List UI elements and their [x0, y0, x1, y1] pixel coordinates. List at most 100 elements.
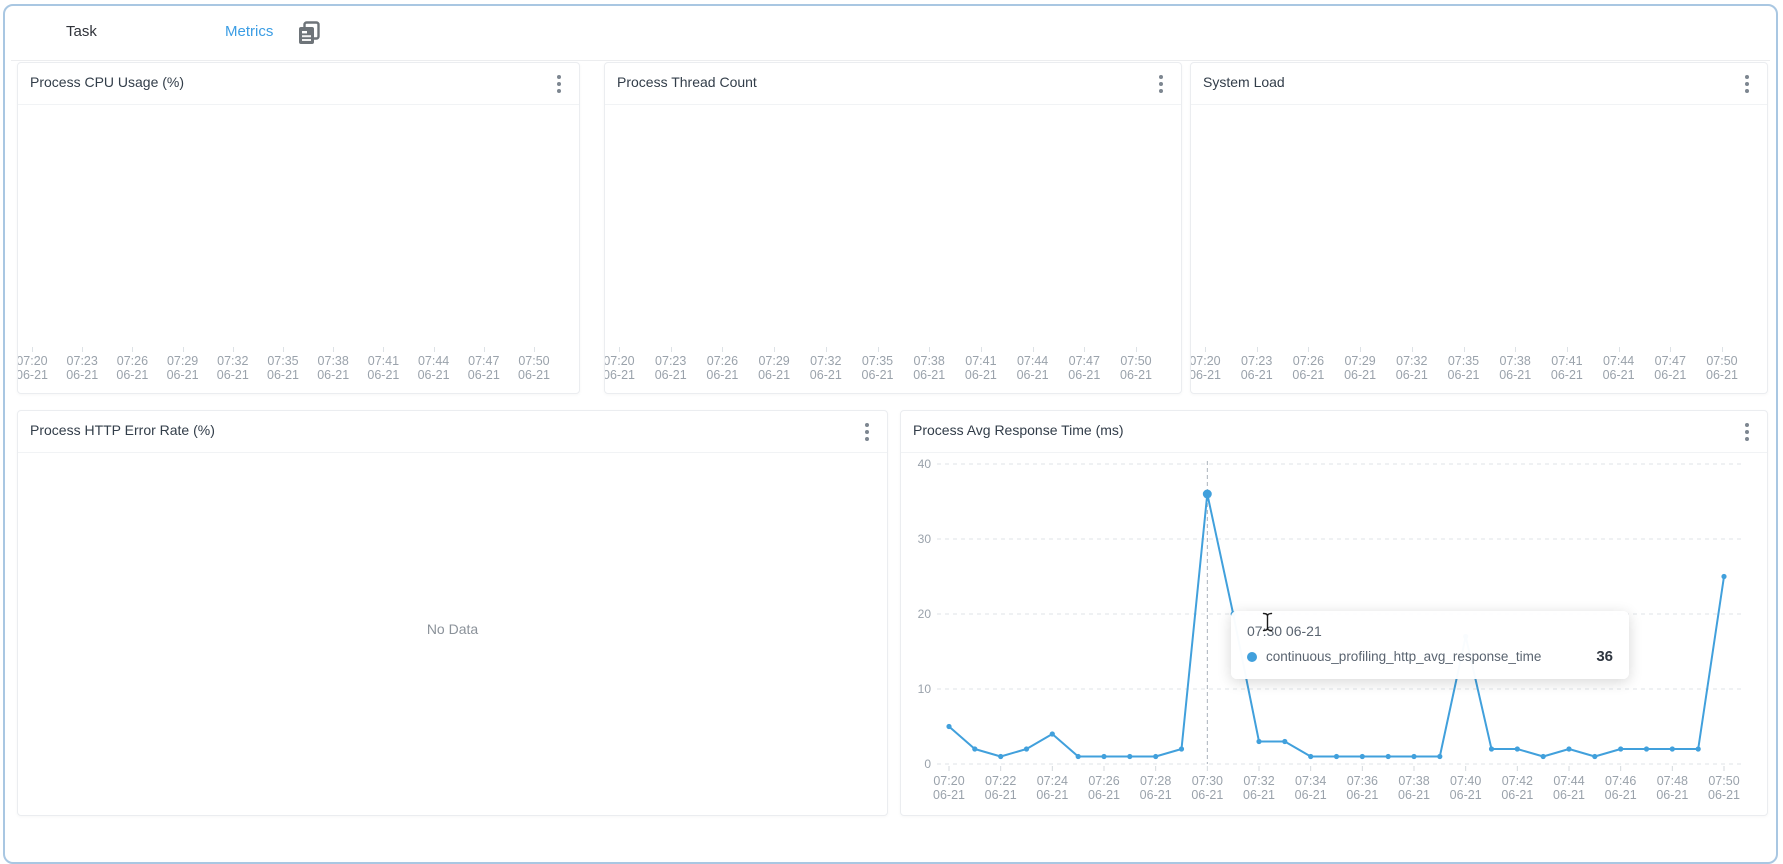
svg-text:06-21: 06-21 [1036, 788, 1068, 802]
x-axis-label: 07:23 06-21 [66, 354, 99, 382]
x-axis-tick [1136, 347, 1137, 352]
svg-text:07:26: 07:26 [1088, 774, 1119, 788]
x-axis-tick [722, 347, 724, 352]
svg-text:07:50: 07:50 [1708, 774, 1739, 788]
svg-text:07:44: 07:44 [1553, 774, 1584, 788]
svg-text:07:22: 07:22 [985, 774, 1016, 788]
x-axis-label: 07:41 06-21 [367, 354, 400, 382]
x-axis-tick [1032, 347, 1034, 352]
x-axis-label: 07:20 06-21 [604, 354, 635, 382]
panel-process-thread-count: Process Thread Count 07:20 06-21 07:23 06-2… [604, 62, 1182, 394]
x-axis: 07:20 06-21 07:23 06-21 07:26 06-21 07:29 06-21… [18, 347, 579, 393]
panel-title: Process Avg Response Time (ms) [913, 422, 1124, 438]
panel-title: Process HTTP Error Rate (%) [30, 422, 215, 438]
tabbar-divider [11, 60, 1770, 61]
x-axis-label: 07:38 06-21 [1499, 354, 1532, 382]
x-axis-label: 07:26 06-21 [116, 354, 149, 382]
svg-text:10: 10 [918, 682, 932, 696]
panel-header: System Load [1191, 63, 1767, 105]
svg-text:06-21: 06-21 [1450, 788, 1482, 802]
x-axis-label: 07:50 06-21 [1706, 354, 1738, 382]
svg-text:06-21: 06-21 [1605, 788, 1637, 802]
svg-text:06-21: 06-21 [1501, 788, 1533, 802]
svg-text:07:46: 07:46 [1605, 774, 1636, 788]
svg-text:30: 30 [918, 532, 932, 546]
x-axis-tick [383, 347, 385, 352]
x-axis-label: 07:44 06-21 [417, 354, 450, 382]
panel-header: Process HTTP Error Rate (%) [18, 411, 887, 453]
svg-text:40: 40 [918, 457, 932, 471]
svg-text:07:34: 07:34 [1295, 774, 1326, 788]
no-data-text: No Data [426, 621, 479, 637]
svg-text:06-21: 06-21 [1708, 788, 1740, 802]
x-axis-tick [182, 347, 184, 352]
tab-metrics[interactable]: Metrics [225, 23, 274, 40]
svg-text:07:20: 07:20 [933, 774, 964, 788]
chart-tooltip: 07:30 06-21 continuous_profiling_http_av… [1231, 611, 1629, 679]
x-axis-tick [877, 347, 879, 352]
x-axis-tick [32, 347, 33, 352]
tooltip-value: 36 [1596, 648, 1613, 665]
x-axis-tick [1084, 347, 1086, 352]
svg-text:07:24: 07:24 [1037, 774, 1068, 788]
response-time-chart[interactable]: 0 10 20 30 40 07:20 06-21 07:22 06-21 07:24 06-21 0… [901, 411, 1767, 815]
svg-text:06-21: 06-21 [1243, 788, 1275, 802]
svg-text:20: 20 [918, 607, 932, 621]
kebab-menu-icon[interactable] [549, 73, 569, 95]
x-axis-tick [929, 347, 931, 352]
svg-text:07:48: 07:48 [1657, 774, 1688, 788]
svg-text:06-21: 06-21 [1191, 788, 1223, 802]
series-dot-icon [1247, 651, 1257, 662]
x-axis-tick [670, 347, 672, 352]
svg-text:07:36: 07:36 [1347, 774, 1378, 788]
x-axis-label: 07:50 06-21 [1120, 354, 1152, 382]
x-axis-tick [534, 347, 535, 352]
tab-bar: Task Metrics [5, 6, 1776, 61]
tab-task[interactable]: Task [66, 23, 97, 40]
panel-header: Process Thread Count [605, 63, 1181, 105]
x-axis-label: 07:38 06-21 [317, 354, 350, 382]
x-axis-label: 07:38 06-21 [913, 354, 946, 382]
kebab-menu-icon[interactable] [1737, 421, 1757, 443]
svg-text:06-21: 06-21 [985, 788, 1017, 802]
x-axis-label: 07:41 06-21 [1550, 354, 1583, 382]
svg-text:06-21: 06-21 [1656, 788, 1688, 802]
x-axis-tick [82, 347, 84, 352]
report-copy-icon[interactable] [295, 19, 323, 47]
x-axis-tick [619, 347, 620, 352]
x-axis-label: 07:26 06-21 [706, 354, 739, 382]
kebab-menu-icon[interactable] [1151, 73, 1171, 95]
x-axis-label: 07:32 06-21 [1395, 354, 1428, 382]
x-axis-tick [1566, 347, 1568, 352]
x-axis-tick [1618, 347, 1620, 352]
x-axis-label: 07:35 06-21 [1447, 354, 1480, 382]
x-axis-label: 07:44 06-21 [1016, 354, 1049, 382]
x-axis-tick [1256, 347, 1258, 352]
x-axis-tick [283, 347, 284, 352]
svg-text:07:32: 07:32 [1243, 774, 1274, 788]
x-axis-tick [232, 347, 234, 352]
x-axis-label: 07:32 06-21 [216, 354, 249, 382]
x-axis-tick [980, 347, 982, 352]
x-axis-tick [433, 347, 435, 352]
x-axis-tick [1411, 347, 1413, 352]
svg-text:06-21: 06-21 [1088, 788, 1120, 802]
svg-text:0: 0 [924, 757, 931, 771]
panel-process-cpu-usage: Process CPU Usage (%) 07:20 06-21 07:23 06-… [17, 62, 580, 394]
x-axis-label: 07:23 06-21 [654, 354, 687, 382]
x-axis-label: 07:20 06-21 [17, 354, 48, 382]
svg-text:06-21: 06-21 [1140, 788, 1172, 802]
panel-system-load: System Load 07:20 06-21 07:23 06-21 07:26 06-… [1190, 62, 1768, 394]
panel-title: System Load [1203, 74, 1285, 90]
x-axis-label: 07:50 06-21 [518, 354, 550, 382]
x-axis-tick [1722, 347, 1723, 352]
svg-text:06-21: 06-21 [1295, 788, 1327, 802]
svg-text:06-21: 06-21 [933, 788, 965, 802]
kebab-menu-icon[interactable] [1737, 73, 1757, 95]
x-axis-tick [483, 347, 485, 352]
x-axis-label: 07:47 06-21 [1654, 354, 1687, 382]
panel-header: Process CPU Usage (%) [18, 63, 579, 105]
tooltip-timestamp: 07:30 06-21 [1247, 623, 1322, 639]
panel-http-error-rate: Process HTTP Error Rate (%) No Data [17, 410, 888, 816]
kebab-menu-icon[interactable] [857, 421, 877, 443]
